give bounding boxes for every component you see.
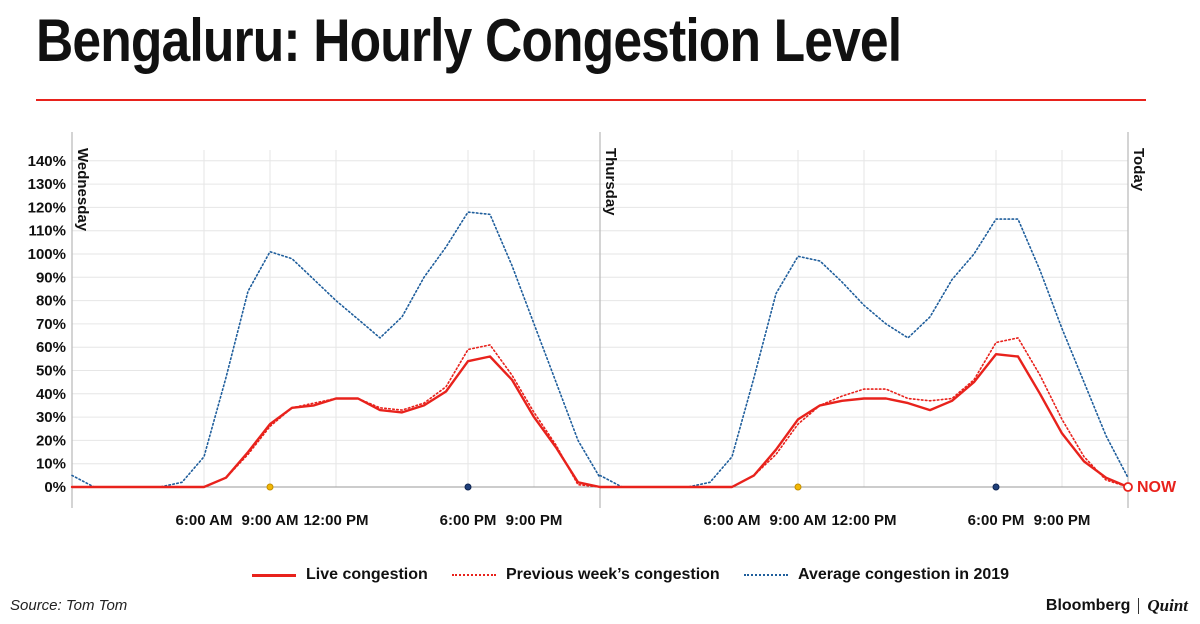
x-tick-label: 6:00 AM	[704, 512, 761, 529]
brand-separator	[1138, 598, 1140, 614]
title-rule	[36, 99, 1146, 101]
brand-bloomberg: Bloomberg	[1045, 597, 1131, 614]
y-tick-label: 120%	[28, 199, 66, 216]
average-2019-line	[599, 218, 1129, 488]
y-tick-label: 80%	[36, 293, 66, 310]
congestion-chart: 0% 10% 20% 30% 40% 50% 60% 70% 80% 90% 100% 110% 120…	[28, 132, 1177, 529]
x-tick-label: 6:00 PM	[440, 512, 497, 529]
x-tick-label: 12:00 PM	[303, 512, 368, 529]
y-tick-label: 10%	[36, 456, 66, 473]
chart-title: Bengaluru: Hourly Congestion Level	[36, 7, 902, 74]
brand-quint: Quint	[1147, 596, 1188, 615]
x-tick-label: 6:00 PM	[968, 512, 1025, 529]
x-tick-label: 9:00 AM	[770, 512, 827, 529]
sunset-marker	[464, 483, 472, 491]
live-congestion-line	[70, 355, 602, 489]
y-tick-label: 110%	[28, 223, 66, 240]
y-tick-label: 100%	[28, 246, 66, 263]
source-note: Source: Tom Tom	[10, 597, 128, 614]
sunrise-marker	[794, 483, 802, 491]
legend-item-live: Live congestion	[252, 566, 428, 584]
y-tick-label: 50%	[36, 363, 66, 380]
x-tick-label: 9:00 PM	[506, 512, 563, 529]
average-2019-line	[71, 211, 601, 488]
y-tick-label: 140%	[28, 153, 66, 170]
sunrise-marker	[266, 483, 274, 491]
y-tick-label: 70%	[36, 316, 66, 333]
day-label-thursday: Thursday	[602, 148, 619, 216]
y-tick-label: 90%	[36, 269, 66, 286]
brand-logo: Bloomberg Quint	[1046, 596, 1188, 616]
day-label-today: Today	[1130, 148, 1147, 192]
sunset-marker	[992, 483, 1000, 491]
y-tick-label: 40%	[36, 386, 66, 403]
y-tick-label: 60%	[36, 339, 66, 356]
x-tick-label: 9:00 AM	[242, 512, 299, 529]
now-label: NOW	[1137, 479, 1177, 496]
x-tick-label: 12:00 PM	[831, 512, 896, 529]
legend: Live congestion Previous week’s congesti…	[0, 566, 1200, 590]
y-tick-label: 130%	[28, 176, 66, 193]
live-congestion-line	[598, 353, 1130, 489]
legend-label-live: Live congestion	[306, 566, 428, 583]
legend-swatch-average	[744, 574, 788, 576]
legend-item-average: Average congestion in 2019	[744, 566, 1009, 584]
now-marker	[1123, 482, 1133, 492]
y-tick-label: 0%	[44, 479, 66, 496]
x-tick-label: 6:00 AM	[176, 512, 233, 529]
legend-swatch-live	[252, 573, 296, 577]
y-tick-label: 20%	[36, 432, 66, 449]
legend-label-average: Average congestion in 2019	[798, 566, 1010, 583]
legend-label-previous: Previous week’s congestion	[506, 566, 720, 583]
y-tick-label: 30%	[36, 409, 66, 426]
legend-item-previous: Previous week’s congestion	[452, 566, 720, 584]
x-tick-label: 9:00 PM	[1034, 512, 1091, 529]
day-label-wednesday: Wednesday	[74, 148, 91, 232]
legend-swatch-previous	[452, 574, 496, 576]
